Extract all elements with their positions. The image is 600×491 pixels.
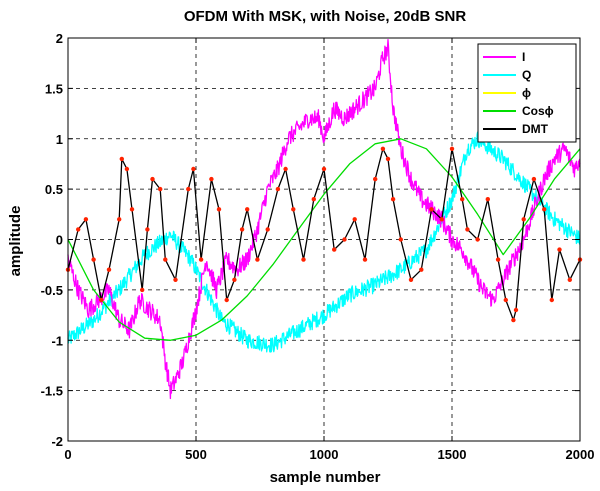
dmt-sample-point xyxy=(373,176,378,182)
y-tick-label: -2 xyxy=(51,434,63,449)
dmt-sample-point xyxy=(158,186,163,192)
legend: IQϕ Cosϕ DMT xyxy=(477,43,577,143)
dmt-sample-point xyxy=(283,166,288,172)
dmt-sample-point xyxy=(511,317,516,323)
dmt-sample-point xyxy=(531,176,537,182)
dmt-sample-point xyxy=(119,156,125,162)
y-tick-label: 0 xyxy=(56,233,63,248)
dmt-sample-point xyxy=(408,277,414,282)
dmt-sample-point xyxy=(291,207,296,212)
dmt-sample-point xyxy=(275,186,281,192)
dmt-sample-point xyxy=(475,237,480,242)
dmt-sample-point xyxy=(398,237,403,242)
dmt-sample-point xyxy=(460,197,465,202)
dmt-sample-point xyxy=(209,176,214,182)
dmt-sample-point xyxy=(239,227,245,232)
legend-label: DMT xyxy=(522,122,549,136)
dmt-sample-point xyxy=(216,207,222,212)
dmt-sample-point xyxy=(117,217,122,222)
dmt-sample-point xyxy=(232,277,237,282)
dmt-sample-point xyxy=(265,227,270,232)
series-line-dmt xyxy=(67,148,581,321)
x-axis-label: sample number xyxy=(270,469,381,486)
dmt-sample-point xyxy=(449,146,455,151)
dmt-sample-point xyxy=(186,186,191,192)
series-layer xyxy=(65,38,583,400)
dmt-sample-point xyxy=(513,307,519,313)
dmt-sample-point xyxy=(465,227,470,232)
chart-title: OFDM With MSK, with Noise, 20dB SNR xyxy=(184,8,467,25)
dmt-sample-point xyxy=(495,257,501,262)
dmt-sample-point xyxy=(542,207,547,212)
y-tick-label: -0.5 xyxy=(41,283,63,298)
dmt-sample-point xyxy=(342,237,347,242)
axis-ticks: 0 500 1000 1500 2000 -2 -1.5 -1 -0.5 0 0.5 1 1.5 2 xyxy=(41,31,595,462)
dmt-sample-point xyxy=(198,257,204,262)
dmt-sample-point xyxy=(129,207,135,212)
dmt-sample-point xyxy=(380,146,386,151)
x-tick-label: 500 xyxy=(185,447,207,462)
legend-label: Q xyxy=(522,68,531,82)
dmt-sample-point xyxy=(224,297,229,303)
dmt-sample-point xyxy=(76,227,81,232)
dmt-sample-point xyxy=(419,267,424,272)
legend-label: Cosϕ xyxy=(522,104,554,118)
dmt-sample-point xyxy=(311,197,316,202)
dmt-sample-point xyxy=(385,156,391,162)
dmt-sample-point xyxy=(150,176,155,182)
x-tick-label: 2000 xyxy=(566,447,595,462)
legend-label: ϕ xyxy=(522,86,531,100)
dmt-sample-point xyxy=(106,267,112,272)
y-tick-label: 1 xyxy=(56,132,63,147)
dmt-sample-point xyxy=(83,217,89,222)
dmt-sample-point xyxy=(503,297,508,303)
dmt-sample-point xyxy=(245,207,250,212)
dmt-sample-point xyxy=(321,166,327,172)
dmt-sample-point xyxy=(91,257,96,262)
dmt-sample-point xyxy=(140,287,145,293)
dmt-sample-point xyxy=(362,257,368,262)
dmt-sample-point xyxy=(255,257,260,262)
dmt-sample-point xyxy=(439,217,444,222)
dmt-sample-point xyxy=(145,227,150,232)
dmt-sample-point xyxy=(390,197,396,202)
dmt-sample-point xyxy=(332,247,337,252)
dmt-sample-point xyxy=(301,257,306,262)
dmt-sample-point xyxy=(485,197,490,202)
x-tick-label: 1500 xyxy=(438,447,467,462)
dmt-sample-point xyxy=(191,166,196,172)
dmt-sample-point xyxy=(163,257,168,262)
dmt-sample-point xyxy=(521,217,526,222)
y-tick-label: -1.5 xyxy=(41,384,63,399)
dmt-sample-point xyxy=(549,297,554,303)
x-tick-label: 1000 xyxy=(310,447,339,462)
dmt-sample-point xyxy=(557,247,562,252)
series-line-q xyxy=(67,131,581,353)
legend-label: I xyxy=(522,50,525,64)
dmt-sample-point xyxy=(429,207,434,212)
dmt-sample-point xyxy=(173,277,178,282)
x-tick-label: 0 xyxy=(64,447,71,462)
series-line-i xyxy=(67,38,581,400)
dmt-sample-point xyxy=(567,277,572,282)
y-tick-label: -1 xyxy=(51,333,63,348)
y-tick-label: 1.5 xyxy=(45,81,63,96)
y-tick-label: 2 xyxy=(56,31,63,46)
dmt-sample-point xyxy=(99,297,104,303)
y-tick-label: 0.5 xyxy=(45,182,63,197)
y-axis-label: amplitude xyxy=(7,206,24,277)
dmt-sample-point xyxy=(352,217,357,222)
dmt-sample-point xyxy=(124,166,130,172)
